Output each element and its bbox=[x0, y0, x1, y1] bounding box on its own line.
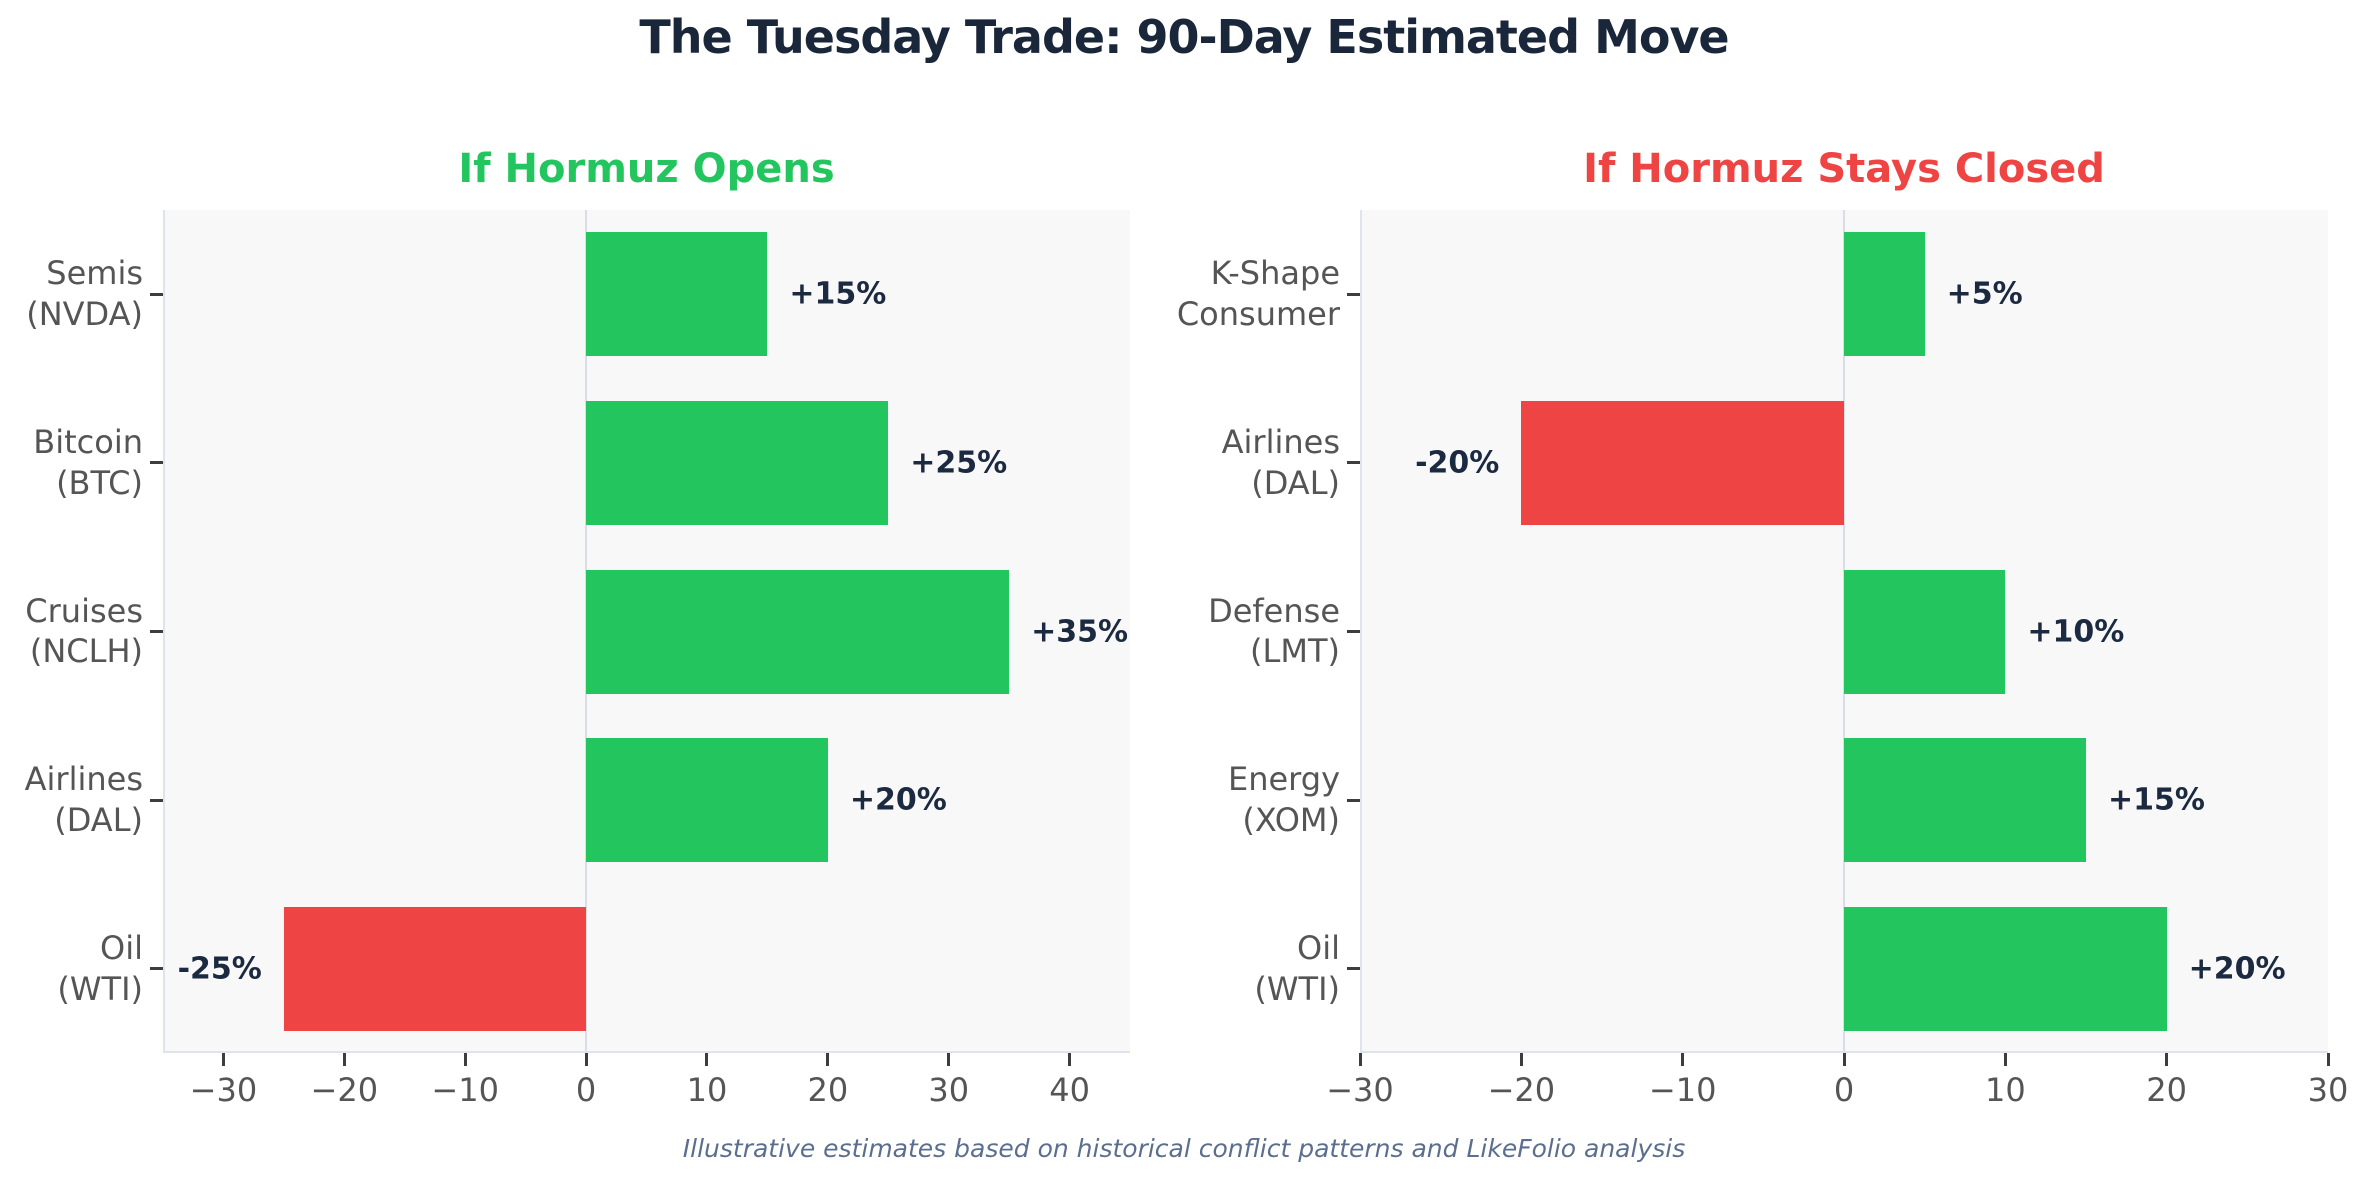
x-tick-label: 0 bbox=[1833, 1071, 1855, 1109]
x-tick-label: 20 bbox=[2146, 1071, 2188, 1109]
footer-note: Illustrative estimates based on historic… bbox=[682, 1134, 1686, 1163]
x-tick bbox=[584, 1053, 588, 1066]
bar-value-label: -25% bbox=[177, 951, 262, 987]
bar-value-label: +15% bbox=[789, 276, 887, 312]
x-tick-label: −20 bbox=[1487, 1071, 1556, 1109]
x-tick bbox=[1681, 1053, 1685, 1066]
y-tick-label: Airlines (DAL) bbox=[24, 760, 143, 840]
y-tick-label: Cruises (NCLH) bbox=[25, 591, 143, 671]
bar bbox=[586, 232, 768, 357]
x-tick-label: −10 bbox=[431, 1071, 499, 1109]
x-tick bbox=[947, 1053, 951, 1066]
bar bbox=[1521, 400, 1844, 525]
x-tick-label: −10 bbox=[1648, 1071, 1717, 1109]
bar-value-label: +10% bbox=[2027, 614, 2125, 649]
x-tick-label: 10 bbox=[1984, 1071, 2026, 1109]
left-chart-subtitle: If Hormuz Opens bbox=[458, 146, 835, 192]
x-tick-label: −30 bbox=[189, 1071, 258, 1109]
bar bbox=[586, 569, 1010, 694]
y-tick bbox=[1347, 292, 1360, 296]
x-tick bbox=[2003, 1053, 2007, 1066]
x-tick-label: −30 bbox=[1326, 1071, 1394, 1109]
y-tick bbox=[150, 798, 163, 802]
x-tick bbox=[1068, 1053, 1072, 1066]
y-tick-label: Defense (LMT) bbox=[1208, 591, 1340, 671]
x-tick bbox=[826, 1053, 830, 1066]
y-tick bbox=[150, 461, 163, 465]
bar-value-label: +35% bbox=[1031, 614, 1129, 649]
y-tick-label: Oil (WTI) bbox=[1254, 928, 1340, 1008]
x-tick bbox=[1358, 1053, 1362, 1066]
x-tick-label: −20 bbox=[310, 1071, 379, 1109]
bar-value-label: +20% bbox=[2188, 951, 2286, 987]
x-tick-label: 10 bbox=[686, 1071, 728, 1109]
bar bbox=[283, 906, 587, 1031]
x-tick-label: 0 bbox=[575, 1071, 597, 1109]
right-chart-subtitle: If Hormuz Stays Closed bbox=[1583, 146, 2105, 192]
x-tick bbox=[342, 1053, 346, 1066]
x-tick-label: 20 bbox=[807, 1071, 849, 1109]
x-tick bbox=[1842, 1053, 1846, 1066]
x-tick bbox=[463, 1053, 467, 1066]
y-tick-label: Semis (NVDA) bbox=[26, 254, 143, 334]
x-tick bbox=[2326, 1053, 2330, 1066]
x-tick bbox=[705, 1053, 709, 1066]
x-tick-label: 30 bbox=[928, 1071, 970, 1109]
bar bbox=[1844, 232, 1925, 357]
y-tick-label: K-Shape Consumer bbox=[1176, 254, 1340, 334]
y-tick bbox=[1347, 461, 1360, 465]
bar-value-label: +25% bbox=[910, 445, 1008, 481]
y-tick bbox=[150, 292, 163, 296]
y-tick bbox=[1347, 630, 1360, 633]
y-tick bbox=[150, 630, 163, 633]
x-tick bbox=[1519, 1053, 1523, 1066]
bar-value-label: +20% bbox=[849, 782, 947, 818]
bar bbox=[1844, 738, 2086, 863]
bar bbox=[586, 738, 828, 863]
x-tick bbox=[2165, 1053, 2169, 1066]
bar-value-label: -20% bbox=[1415, 445, 1500, 481]
y-tick bbox=[1347, 967, 1360, 971]
x-tick-label: 30 bbox=[2307, 1071, 2349, 1109]
bar bbox=[586, 400, 889, 525]
bar-value-label: +5% bbox=[1946, 276, 2023, 312]
bar bbox=[1844, 906, 2167, 1031]
y-tick bbox=[1347, 798, 1360, 802]
y-tick-label: Bitcoin (BTC) bbox=[33, 422, 143, 502]
y-tick bbox=[150, 967, 163, 971]
x-tick bbox=[221, 1053, 225, 1066]
bar bbox=[1844, 569, 2006, 694]
y-tick-label: Airlines (DAL) bbox=[1221, 422, 1340, 502]
x-tick-label: 40 bbox=[1049, 1071, 1090, 1109]
chart-title: The Tuesday Trade: 90-Day Estimated Move bbox=[639, 10, 1729, 64]
y-tick-label: Oil (WTI) bbox=[57, 928, 143, 1008]
y-tick-label: Energy (XOM) bbox=[1227, 760, 1340, 840]
bar-value-label: +15% bbox=[2108, 782, 2205, 818]
